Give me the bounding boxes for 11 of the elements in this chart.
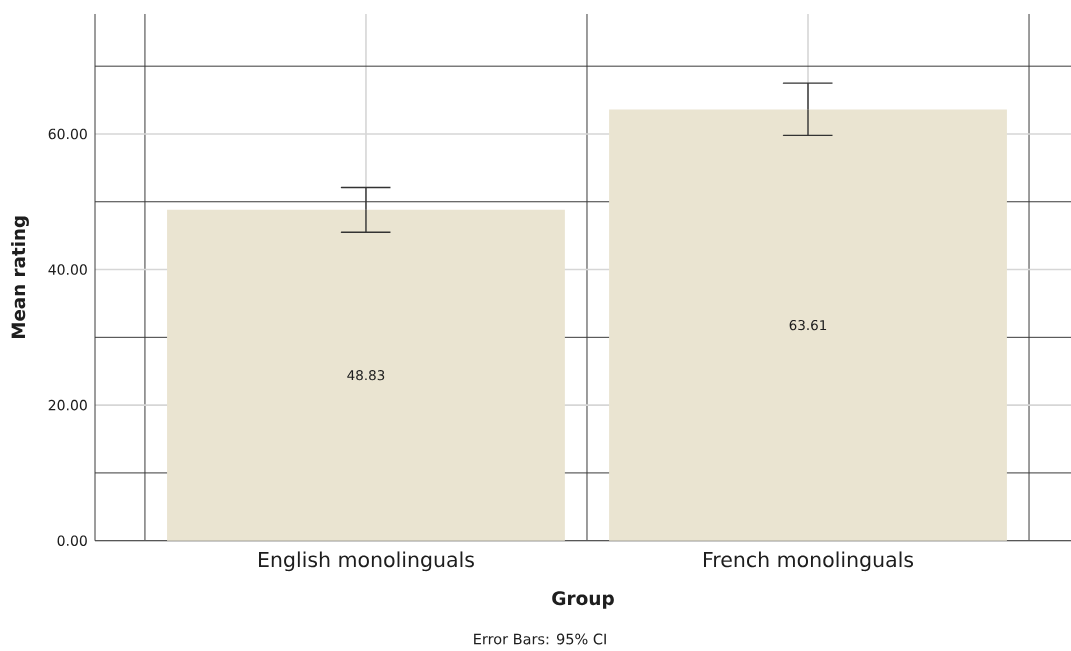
data-label: 63.61 (789, 320, 827, 331)
x-tick-label: English monolinguals (259, 551, 474, 572)
data-label: 48.83 (347, 370, 385, 381)
y-axis-title: Mean rating (11, 216, 29, 339)
text: Error Bars: 95% CI (474, 633, 606, 645)
y-tick-label: 40.00 (48, 264, 87, 275)
y-tick-label: 60.00 (48, 128, 87, 140)
x-axis-title: Group (552, 591, 614, 609)
y-tick-label: 0.00 (57, 535, 87, 546)
y-tick-label: 20.00 (48, 399, 87, 411)
x-tick-label: French monolinguals (704, 551, 914, 572)
